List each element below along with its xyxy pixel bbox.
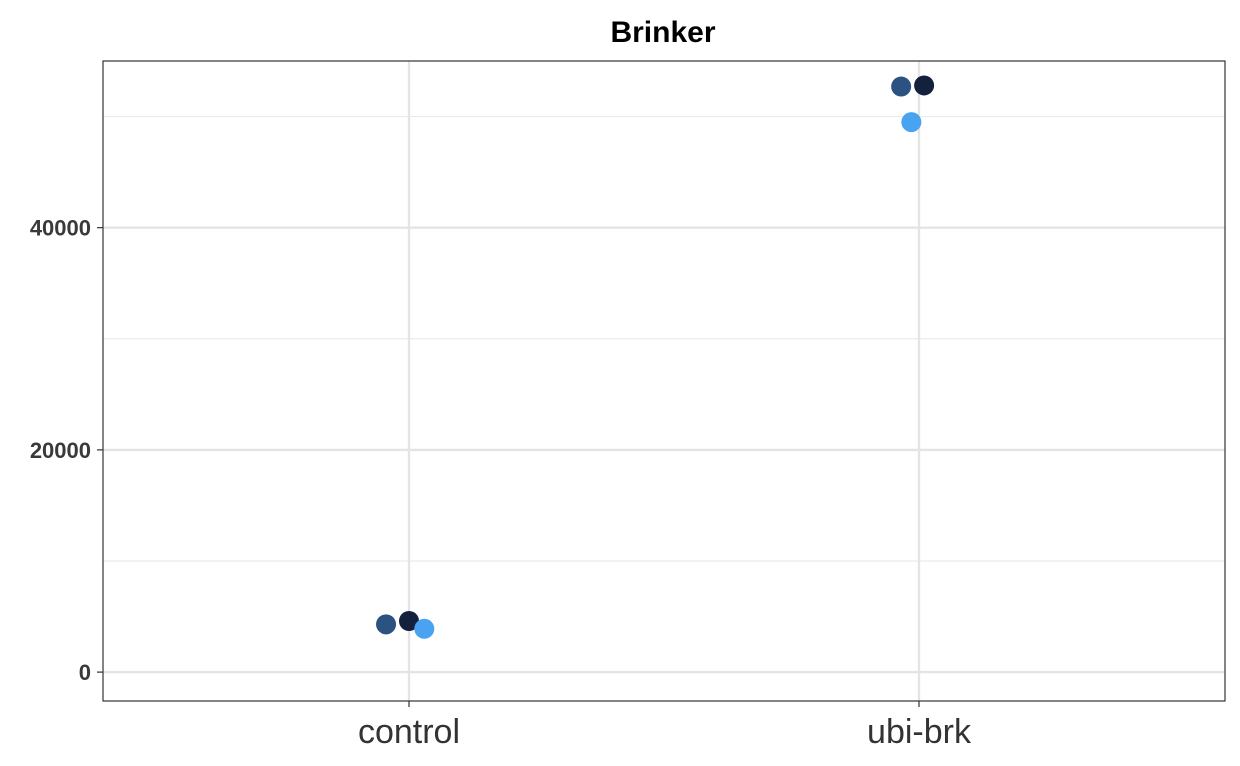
- grid-major: [103, 61, 1225, 701]
- x-tick-label: ubi-brk: [867, 713, 972, 751]
- x-tick-label: control: [358, 713, 460, 751]
- chart-title: Brinker: [610, 16, 715, 49]
- data-point: [414, 618, 435, 639]
- y-tick-label: 20000: [30, 438, 91, 463]
- plot-panel-border: [102, 60, 1226, 702]
- data-point: [376, 614, 397, 635]
- y-tick-label: 0: [79, 660, 91, 685]
- y-tick-label: 40000: [30, 216, 91, 241]
- data-point: [891, 76, 912, 97]
- data-point: [399, 611, 419, 631]
- grid-minor: [103, 115, 1225, 562]
- x-axis: control ubi-brk: [358, 701, 972, 751]
- y-axis: 0 20000 40000: [30, 216, 103, 685]
- data-point: [914, 75, 935, 96]
- data-point: [901, 112, 922, 133]
- data-points: [376, 75, 935, 639]
